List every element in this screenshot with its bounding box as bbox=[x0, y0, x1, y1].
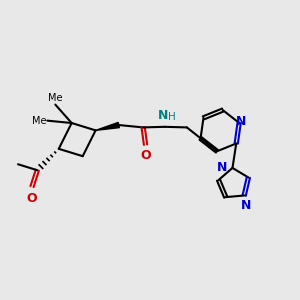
Text: O: O bbox=[140, 149, 151, 162]
Text: Me: Me bbox=[48, 92, 63, 103]
Text: N: N bbox=[236, 115, 246, 128]
Text: N: N bbox=[241, 200, 251, 212]
Text: H: H bbox=[168, 112, 176, 122]
Text: Me: Me bbox=[32, 116, 46, 126]
Text: N: N bbox=[158, 110, 168, 122]
Polygon shape bbox=[96, 122, 119, 130]
Text: N: N bbox=[218, 160, 228, 173]
Text: O: O bbox=[27, 192, 37, 205]
